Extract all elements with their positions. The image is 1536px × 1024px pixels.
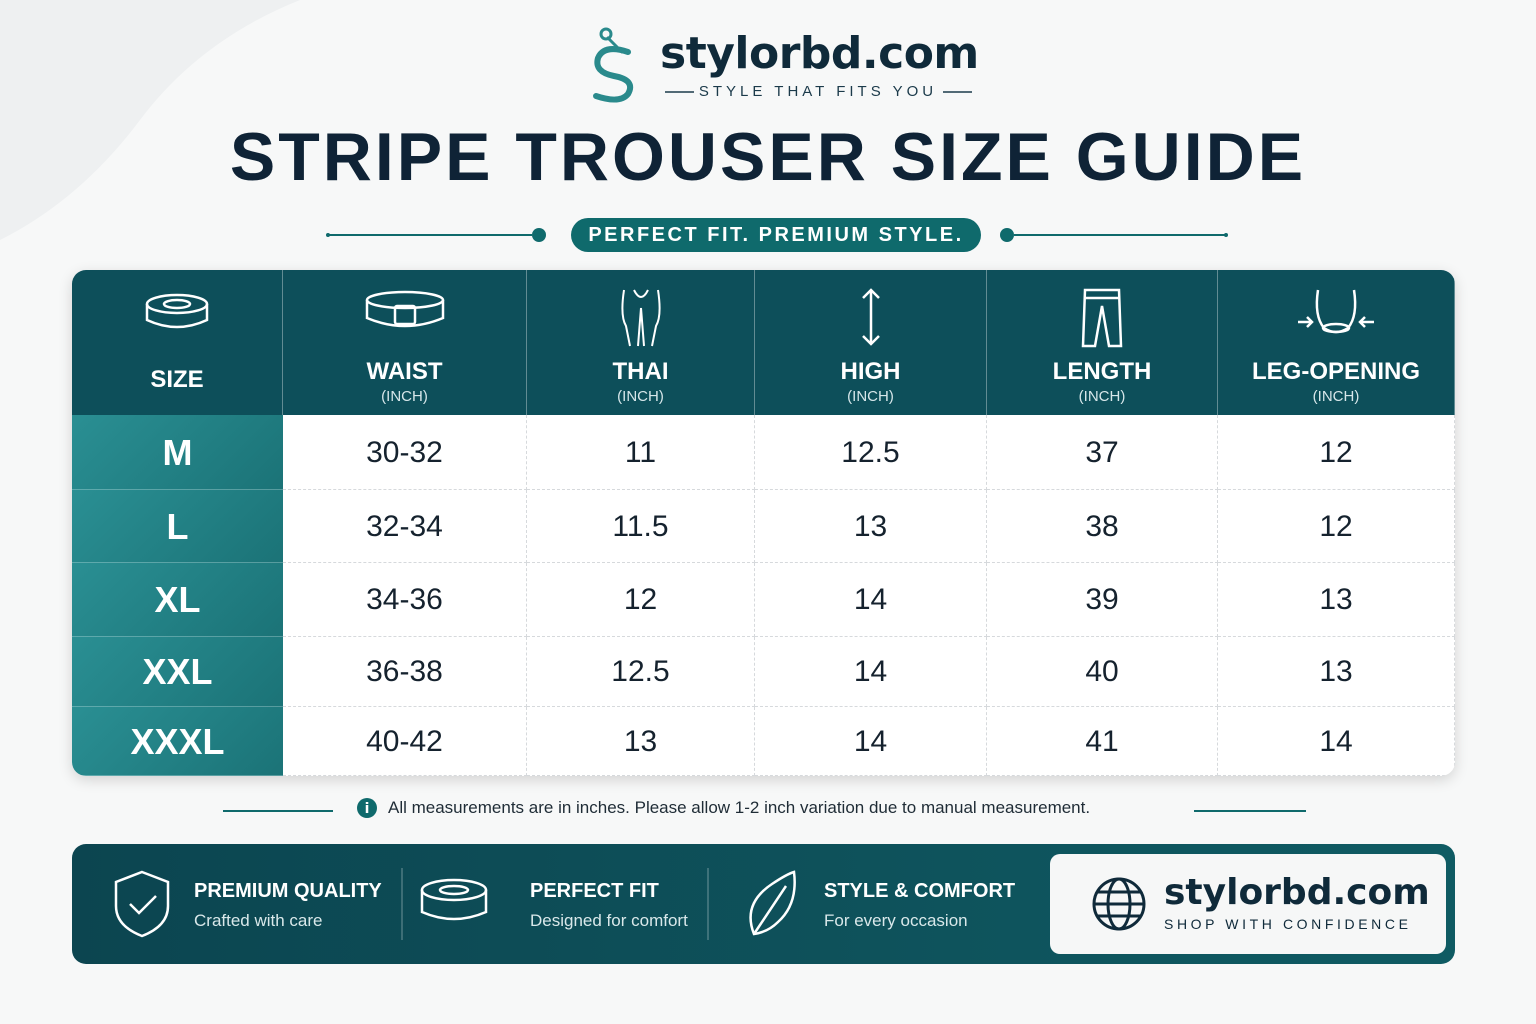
svg-text:i: i	[365, 801, 370, 817]
column-unit: (INCH)	[1312, 388, 1360, 405]
value-cell: 14	[755, 637, 987, 707]
value-cell: 40-42	[283, 707, 527, 776]
header-cell: WAIST (INCH)	[283, 270, 527, 415]
feature-title: STYLE & COMFORT	[824, 880, 1016, 902]
column-label: HIGH	[840, 358, 901, 385]
logo-icon	[593, 27, 634, 103]
column-unit: (INCH)	[847, 388, 894, 405]
value-cell: 12	[1218, 490, 1455, 563]
feature-icons	[114, 868, 796, 940]
footer-tagline: SHOP WITH CONFIDENCE	[1164, 916, 1412, 932]
corner-swoosh	[0, 0, 300, 240]
value-cell: 12	[527, 563, 755, 637]
feature-text: Designed for comfort	[530, 911, 688, 930]
value-cell: 12.5	[755, 415, 987, 490]
title: STRIPE TROUSER SIZE GUIDE	[229, 119, 1307, 195]
value-cell: 34-36	[283, 563, 527, 637]
value-cell: 38	[987, 490, 1218, 563]
value-cell: 14	[755, 707, 987, 776]
column-label: SIZE	[150, 366, 204, 393]
size-cell: M	[72, 415, 283, 490]
header-cell: LEG-OPENING (INCH)	[1218, 270, 1455, 415]
column-label: WAIST	[366, 358, 443, 385]
header-icon	[142, 286, 212, 341]
header-cell: LENGTH (INCH)	[987, 270, 1218, 415]
column-label: LENGTH	[1052, 358, 1152, 385]
footer-brand-box: stylorbd.com SHOP WITH CONFIDENCE	[1050, 854, 1446, 954]
value-cell: 11.5	[527, 490, 755, 563]
header-icon	[1296, 286, 1376, 355]
value-cell: 39	[987, 563, 1218, 637]
value-cell: 13	[1218, 637, 1455, 707]
value-cell: 12	[1218, 415, 1455, 490]
footer-brand: stylorbd.com	[1164, 872, 1430, 913]
value-cell: 37	[987, 415, 1218, 490]
size-cell: L	[72, 490, 283, 563]
size-cell: XXXL	[72, 707, 283, 776]
value-cell: 14	[755, 563, 987, 637]
column-unit: (INCH)	[617, 388, 664, 405]
globe-icon	[1092, 877, 1146, 931]
value-cell: 41	[987, 707, 1218, 776]
value-cell: 13	[755, 490, 987, 563]
value-cell: 32-34	[283, 490, 527, 563]
tagline: STYLE THAT FITS YOU	[698, 83, 938, 100]
value-cell: 30-32	[283, 415, 527, 490]
value-cell: 11	[527, 415, 755, 490]
size-cell: XL	[72, 563, 283, 637]
header-cell: SIZE	[72, 270, 283, 415]
value-cell: 40	[987, 637, 1218, 707]
header-icon	[363, 286, 447, 341]
header-cell: HIGH (INCH)	[755, 270, 987, 415]
size-table: SIZE WAIST (INCH) THAI (INCH) HIGH (INCH) LENGT…	[72, 270, 1455, 776]
note: All measurements are in inches. Please a…	[388, 798, 1091, 817]
size-cell: XXL	[72, 637, 283, 707]
value-cell: 36-38	[283, 637, 527, 707]
value-cell: 13	[527, 707, 755, 776]
value-cell: 13	[1218, 563, 1455, 637]
column-unit: (INCH)	[381, 388, 428, 405]
brand: stylorbd.com	[660, 28, 979, 79]
feature-title: PREMIUM QUALITY	[194, 880, 382, 902]
column-label: THAI	[612, 358, 669, 385]
value-cell: 14	[1218, 707, 1455, 776]
header-icon	[856, 286, 886, 355]
header-icon	[616, 286, 666, 355]
column-label: LEG-OPENING	[1251, 358, 1420, 385]
feature-title: PERFECT FIT	[530, 880, 659, 902]
subtitle: PERFECT FIT. PREMIUM STYLE.	[571, 218, 981, 252]
feature-text: For every occasion	[824, 911, 968, 930]
column-unit: (INCH)	[1078, 388, 1126, 405]
header-cell: THAI (INCH)	[527, 270, 755, 415]
feature-text: Crafted with care	[194, 911, 323, 930]
value-cell: 12.5	[527, 637, 755, 707]
header-icon	[1079, 286, 1125, 355]
